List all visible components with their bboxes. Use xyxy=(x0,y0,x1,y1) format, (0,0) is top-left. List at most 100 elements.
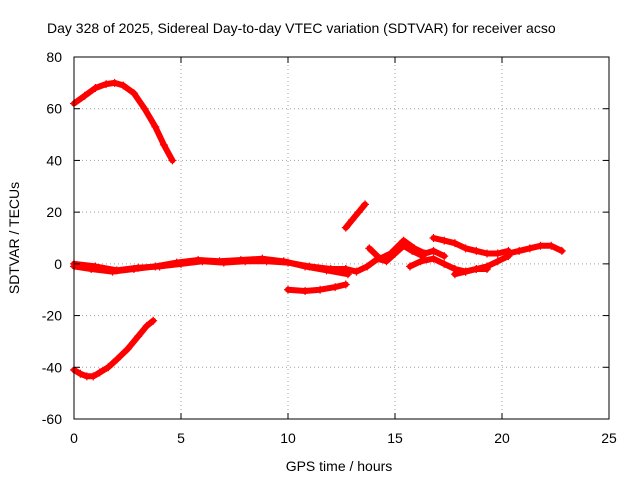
data-point xyxy=(376,254,385,263)
data-point xyxy=(547,241,556,250)
data-point xyxy=(301,262,310,271)
data-point xyxy=(194,255,203,264)
series-segment-16-18 xyxy=(405,254,492,276)
y-axis-label: SDTVAR / TECUs xyxy=(6,182,22,294)
data-point xyxy=(279,257,288,266)
x-tick-label: 20 xyxy=(494,430,510,446)
data-point xyxy=(416,257,425,266)
data-point xyxy=(102,80,111,89)
data-point xyxy=(450,239,459,248)
data-point xyxy=(119,81,128,90)
y-tick-label: 0 xyxy=(54,256,62,272)
data-point xyxy=(80,91,89,100)
y-tick-label: 80 xyxy=(46,49,62,65)
data-point xyxy=(284,285,292,294)
data-point xyxy=(140,104,149,113)
data-point xyxy=(151,122,160,131)
series-segment-14-17 xyxy=(365,236,449,263)
series-trace xyxy=(342,201,368,231)
data-point xyxy=(525,244,534,253)
data-point xyxy=(91,84,100,93)
data-point xyxy=(352,267,361,276)
axis-ticks: 0 5 10 15 20 25 80 60 40 20 0 -20 -40 -60 xyxy=(42,49,617,446)
data-point xyxy=(483,262,492,271)
series-trace xyxy=(71,317,157,380)
data-point xyxy=(365,244,374,253)
data-point xyxy=(472,265,481,274)
data-point xyxy=(341,223,350,232)
data-point xyxy=(172,258,181,267)
data-point xyxy=(110,78,119,87)
data-point xyxy=(149,316,158,325)
data-point xyxy=(134,332,143,341)
series-segment-20-23 xyxy=(504,241,566,258)
data-point xyxy=(504,249,513,258)
x-tick-label: 25 xyxy=(601,430,617,446)
data-point xyxy=(104,363,113,372)
data-point xyxy=(386,249,395,258)
data-point xyxy=(316,285,325,294)
data-point xyxy=(440,252,449,261)
series-trace xyxy=(505,242,565,257)
x-tick-label: 10 xyxy=(280,430,296,446)
data-point xyxy=(557,246,566,255)
data-point xyxy=(123,345,132,354)
data-point xyxy=(461,244,470,253)
data-point xyxy=(301,287,310,296)
data-point xyxy=(129,265,138,274)
data-point xyxy=(341,265,350,274)
y-tick-label: 20 xyxy=(46,204,62,220)
data-point xyxy=(361,200,370,209)
series-arc-lower-left xyxy=(70,316,158,381)
data-point xyxy=(87,265,96,274)
series-segment-17-20 xyxy=(429,234,513,258)
data-point xyxy=(515,246,524,255)
data-point xyxy=(142,321,151,330)
data-point xyxy=(76,369,85,378)
data-point xyxy=(440,236,449,245)
data-point xyxy=(95,368,104,377)
data-point xyxy=(461,267,470,276)
y-tick-label: -20 xyxy=(42,308,62,324)
data-point xyxy=(483,249,492,258)
series-segment-10-12 xyxy=(284,280,350,296)
data-point xyxy=(112,355,121,364)
series-arc-upper-left xyxy=(70,78,177,165)
data-point xyxy=(536,241,545,250)
series-baseline-b xyxy=(70,254,352,279)
data-point xyxy=(322,266,331,275)
data-point xyxy=(363,262,372,271)
data-point xyxy=(236,255,245,264)
x-tick-label: 5 xyxy=(177,430,185,446)
series-segment-18-20 xyxy=(450,252,513,279)
data-point xyxy=(331,283,340,292)
data-point xyxy=(440,259,449,268)
y-tick-label: 60 xyxy=(46,101,62,117)
data-point xyxy=(354,208,363,217)
data-point xyxy=(151,262,160,271)
data-point xyxy=(472,246,481,255)
data-point xyxy=(429,246,438,255)
data-point xyxy=(258,254,267,263)
y-tick-label: 40 xyxy=(46,152,62,168)
data-point xyxy=(429,254,438,263)
data-point xyxy=(108,267,117,276)
x-tick-label: 0 xyxy=(70,430,78,446)
data-point xyxy=(493,257,502,266)
data-point xyxy=(493,249,502,258)
data-point xyxy=(399,236,408,245)
data-point xyxy=(410,244,419,253)
plot-frame xyxy=(73,56,610,420)
x-axis-label: GPS time / hours xyxy=(286,458,393,474)
data-point xyxy=(215,257,224,266)
data-point xyxy=(405,262,414,271)
series-trace xyxy=(71,79,176,164)
y-tick-label: -40 xyxy=(42,359,62,375)
data-point xyxy=(89,372,98,381)
data-point xyxy=(341,280,350,289)
data-point xyxy=(348,215,357,224)
grid-lines xyxy=(74,57,609,419)
data-point xyxy=(129,89,138,98)
data-point xyxy=(159,140,168,149)
